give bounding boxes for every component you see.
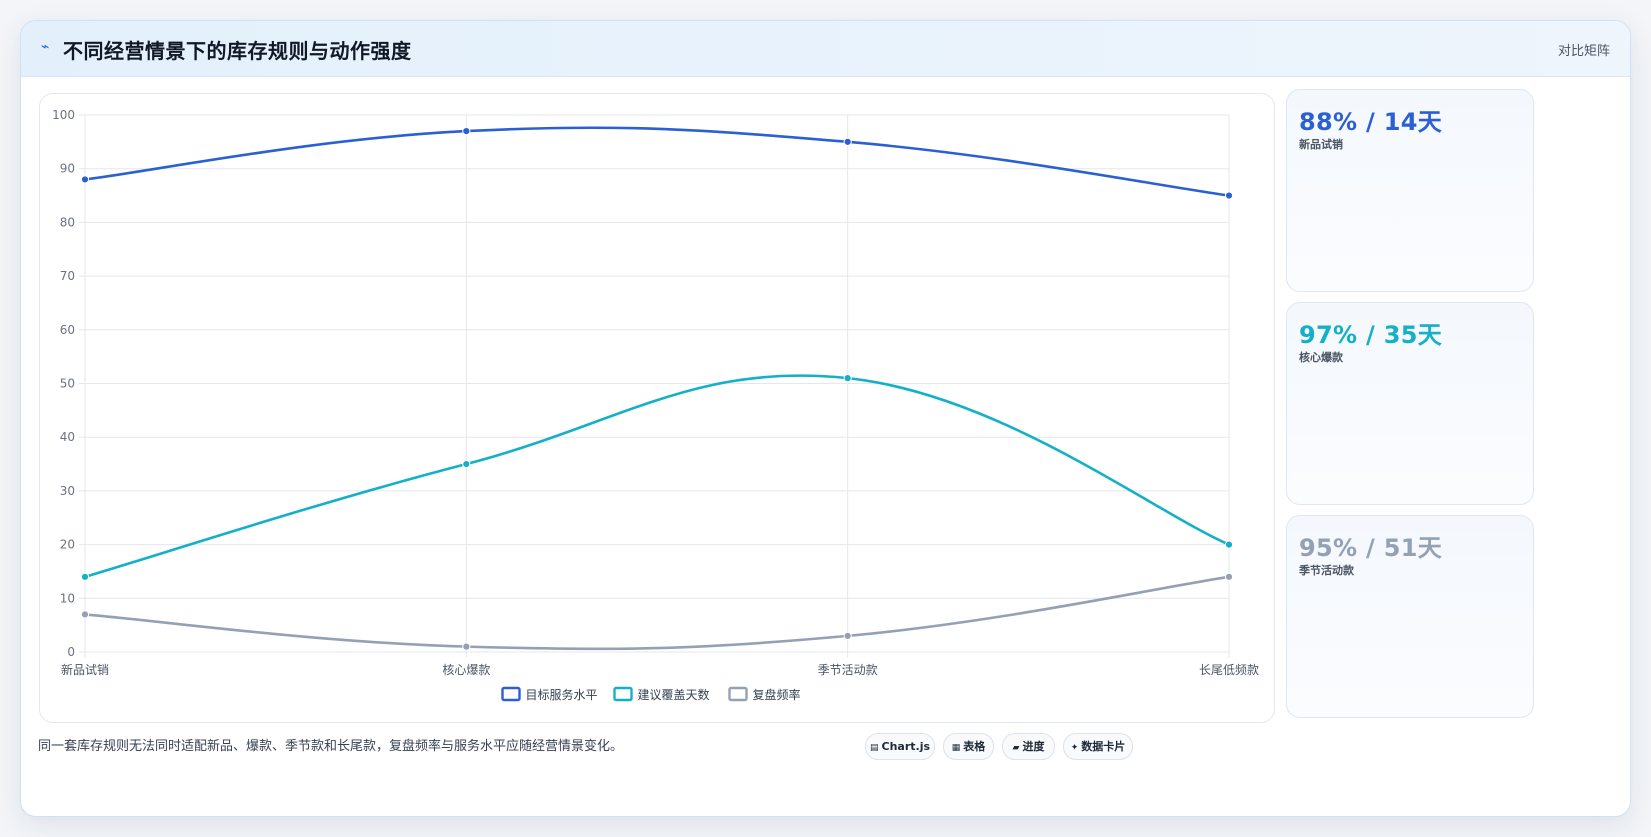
metric-card-new-trial: 88% / 14天 新品试销 [1286,89,1534,292]
chart-icon: ▤ [869,743,879,753]
data-point [1224,572,1234,581]
pill-label: Chart.js [881,740,931,753]
metric-label: 季节活动款 [1299,564,1354,577]
legend-label: 建议覆盖天数 [638,687,710,702]
pill-table[interactable]: ▦ 表格 [943,733,994,760]
metric-value: 95% / 51天 [1299,534,1443,562]
data-point [462,642,471,651]
metric-label: 核心爆款 [1299,351,1343,364]
dashboard-card: ⌁ 不同经营情景下的库存规则与动作强度 对比矩阵 0 10 20 30 40 50 60 70… [20,20,1631,817]
data-point [1224,191,1234,200]
metric-value: 97% / 35天 [1299,321,1443,349]
data-point [843,631,852,640]
series-line [84,575,1230,651]
x-tick-label: 季节活动款 [818,663,878,677]
legend-swatch [728,686,748,702]
y-tick-label: 80 [60,215,75,229]
data-point [80,572,90,581]
data-point [80,175,90,184]
series-line [84,374,1230,579]
y-tick-label: 60 [60,323,75,337]
data-point [843,374,852,383]
footer-note: 同一套库存规则无法同时适配新品、爆款、季节款和长尾款，复盘频率与服务水平应随经营… [38,739,624,754]
page-title: 不同经营情景下的库存规则与动作强度 [63,39,412,63]
legend-label: 复盘频率 [753,687,801,702]
legend-swatch [501,686,521,702]
y-tick-label: 70 [60,269,75,283]
progress-icon: ▰ [1012,743,1020,753]
pill-label: 数据卡片 [1081,740,1126,753]
y-tick-label: 50 [60,377,75,391]
data-point [80,610,90,619]
pill-label: 进度 [1022,740,1045,753]
metric-label: 新品试销 [1299,138,1343,151]
y-tick-label: 0 [67,645,75,659]
chart-panel: 0 10 20 30 40 50 60 70 80 90 100 新品试销 核心爆款 季节活动款 长尾低频款… [39,93,1275,723]
series-line [84,126,1230,197]
card-icon: ✦ [1070,743,1079,753]
matrix-link[interactable]: 对比矩阵 [1557,44,1610,59]
metric-value: 88% / 14天 [1299,108,1443,136]
pill-chartjs[interactable]: ▤ Chart.js [865,733,935,760]
data-point [462,459,471,469]
x-tick-label: 长尾低频款 [1199,663,1259,677]
metric-card-seasonal: 95% / 51天 季节活动款 [1286,515,1534,718]
table-icon: ▦ [951,743,961,753]
y-tick-label: 30 [60,484,75,498]
pill-progress[interactable]: ▰ 进度 [1002,733,1055,760]
data-point [1224,540,1234,549]
trend-icon: ⌁ [41,39,50,55]
x-tick-label: 核心爆款 [442,663,490,677]
y-tick-label: 10 [60,591,75,605]
pill-data-card[interactable]: ✦ 数据卡片 [1063,733,1133,760]
metric-card-core-hit: 97% / 35天 核心爆款 [1286,302,1534,505]
card-header: ⌁ 不同经营情景下的库存规则与动作强度 对比矩阵 [21,21,1630,77]
data-point [462,127,471,136]
data-point [843,137,852,146]
pill-label: 表格 [963,740,986,753]
y-tick-label: 90 [60,162,75,176]
y-tick-label: 40 [60,430,75,444]
x-tick-label: 新品试销 [61,662,109,677]
legend-swatch [613,686,633,702]
y-tick-label: 20 [60,538,75,552]
line-chart: 0 10 20 30 40 50 60 70 80 90 100 新品试销 核心爆款 季节活动款 长尾低频款… [52,108,1259,702]
y-tick-label: 100 [52,108,75,122]
legend-label: 目标服务水平 [526,687,598,702]
